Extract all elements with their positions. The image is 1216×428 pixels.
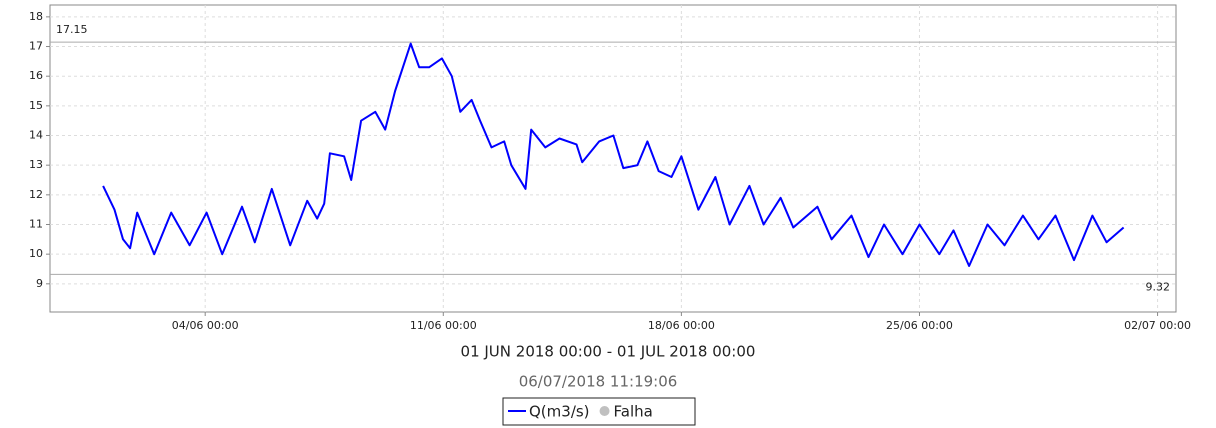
data-line (102, 42, 1125, 267)
y-tick-label: 15 (29, 99, 43, 112)
y-tick-label: 11 (29, 217, 43, 230)
x-tick-label: 11/06 00:00 (410, 319, 477, 332)
legend (502, 397, 696, 426)
plot-area (49, 4, 1177, 313)
reference-label: 9.32 (1146, 280, 1171, 293)
x-tick-label: 18/06 00:00 (648, 319, 715, 332)
timestamp: 06/07/2018 11:19:06 (519, 373, 678, 391)
x-tick-label: 25/06 00:00 (886, 319, 953, 332)
y-tick-label: 9 (36, 277, 43, 290)
y-tick-label: 17 (29, 40, 43, 53)
legend-label: Falha (614, 403, 653, 421)
y-tick-label: 14 (29, 129, 43, 142)
y-tick-label: 10 (29, 247, 43, 260)
x-tick-label: 02/07 00:00 (1124, 319, 1191, 332)
legend-dot (599, 406, 610, 416)
y-tick-label: 16 (29, 69, 43, 82)
x-tick-label: 04/06 00:00 (172, 319, 239, 332)
legend-label: Q(m3/s) (529, 403, 590, 421)
y-tick-label: 18 (29, 10, 43, 23)
x-axis-label: 01 JUN 2018 00:00 - 01 JUL 2018 00:00 (461, 343, 756, 361)
reference-label: 17.15 (56, 23, 88, 36)
y-tick-label: 12 (29, 188, 43, 201)
y-tick-label: 13 (29, 158, 43, 171)
